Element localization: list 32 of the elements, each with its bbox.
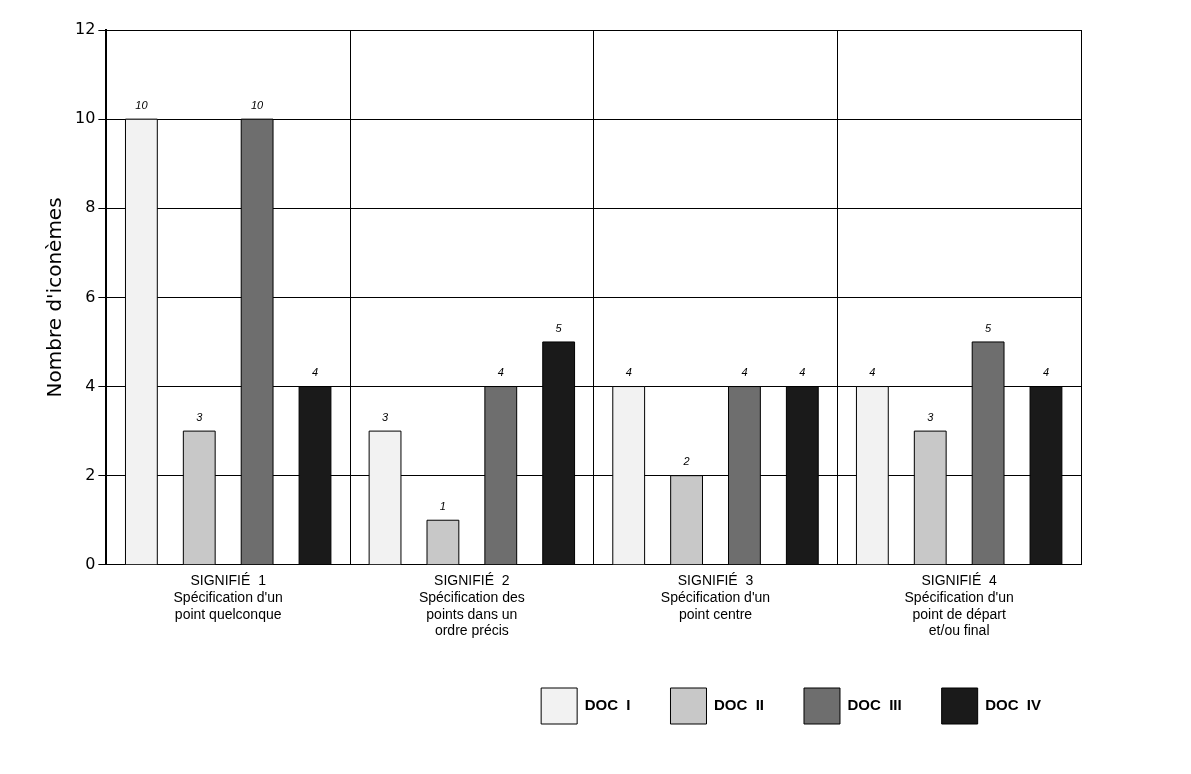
y-tick-label: 4 <box>85 375 96 395</box>
y-axis-title: Nombre d'iconèmes <box>42 197 67 398</box>
data-label: 4 <box>1042 366 1050 379</box>
data-label: 5 <box>985 321 993 334</box>
data-label: 3 <box>927 410 935 423</box>
legend-label: DOC III <box>847 696 902 714</box>
data-label: 3 <box>381 410 389 423</box>
data-label: 4 <box>497 366 504 379</box>
legend-label: DOC IV <box>985 696 1041 714</box>
y-tick-label: 8 <box>85 197 96 217</box>
data-label: 4 <box>311 366 319 379</box>
y-tick-label: 12 <box>75 19 96 39</box>
data-label: 10 <box>251 98 265 111</box>
data-label: 5 <box>555 321 563 334</box>
legend-label: DOC I <box>584 696 631 714</box>
data-label: 1 <box>439 499 446 512</box>
x-tick-label: SIGNIFIÉ 4 Spécification d'un point de départ et/ou final <box>904 572 1014 639</box>
x-tick-label: SIGNIFIÉ 1 Spécification d'un point quelconque <box>173 572 283 622</box>
data-label: 3 <box>196 410 204 423</box>
data-label: 4 <box>741 366 748 379</box>
x-tick-label: SIGNIFIÉ 2 Spécification des points dans un ordre précis <box>418 572 525 639</box>
data-label: 4 <box>625 366 632 379</box>
x-tick-label: SIGNIFIÉ 3 Spécification d'un point centre <box>660 572 771 622</box>
legend-label: DOC II <box>713 696 764 714</box>
data-label: 4 <box>799 366 806 379</box>
data-label: 10 <box>135 98 149 111</box>
y-tick-label: 0 <box>85 553 96 573</box>
data-label: 2 <box>682 455 690 468</box>
y-tick-label: 6 <box>85 286 96 306</box>
data-label: 4 <box>869 366 876 379</box>
y-tick-label: 2 <box>85 464 96 484</box>
y-tick-label: 10 <box>75 108 96 128</box>
